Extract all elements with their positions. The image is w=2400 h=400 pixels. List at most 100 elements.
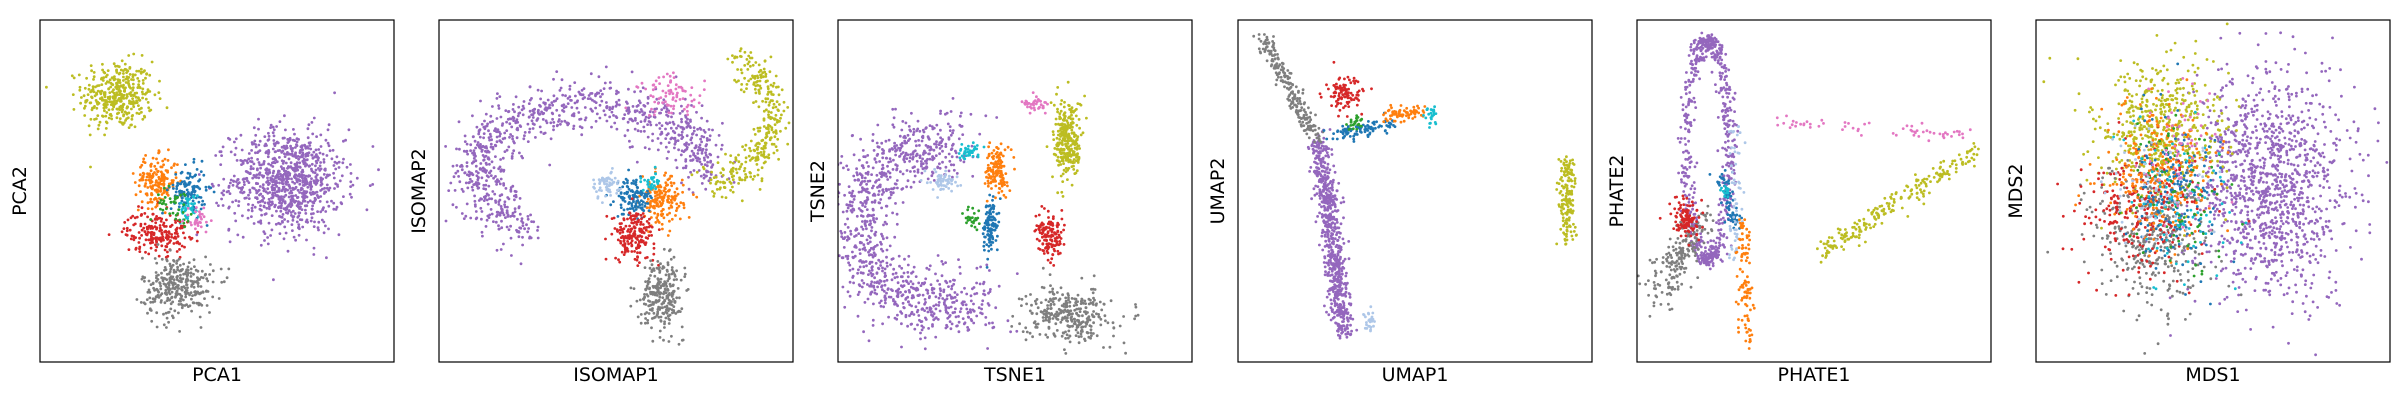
- scatter-point: [489, 145, 493, 149]
- scatter-point: [671, 284, 675, 288]
- scatter-point: [888, 171, 892, 175]
- scatter-point: [486, 157, 490, 161]
- x-axis-label: ISOMAP1: [573, 364, 659, 386]
- scatter-point: [142, 70, 145, 74]
- scatter-point: [281, 162, 285, 165]
- scatter-point: [313, 220, 316, 224]
- scatter-point: [269, 163, 273, 167]
- point-cluster-1: [444, 65, 736, 266]
- scatter-point: [315, 135, 318, 139]
- scatter-point: [663, 174, 666, 177]
- scatter-point: [140, 206, 144, 210]
- scatter-point: [304, 174, 308, 178]
- scatter-point: [950, 147, 954, 151]
- scatter-point: [172, 278, 176, 282]
- scatter-point: [903, 160, 907, 164]
- scatter-point: [172, 179, 175, 182]
- scatter-point: [893, 316, 897, 320]
- scatter-point: [102, 106, 106, 110]
- scatter-point: [166, 254, 170, 258]
- scatter-point: [880, 141, 884, 145]
- scatter-point: [115, 69, 118, 73]
- scatter-point: [298, 207, 302, 210]
- scatter-point: [280, 167, 284, 171]
- scatter-point: [136, 208, 140, 212]
- scatter-point: [182, 192, 186, 196]
- scatter-point: [137, 83, 141, 86]
- scatter-point: [115, 99, 119, 103]
- scatter-point: [281, 199, 285, 203]
- scatter-point: [122, 72, 125, 75]
- scatter-point: [642, 215, 646, 219]
- scatter-point: [120, 59, 124, 63]
- scatter-point: [326, 128, 330, 132]
- scatter-point: [766, 85, 770, 89]
- scatter-point: [962, 160, 966, 164]
- scatter-point: [326, 141, 330, 145]
- scatter-point: [145, 232, 149, 236]
- scatter-point: [487, 150, 491, 154]
- scatter-point: [466, 152, 469, 156]
- scatter-point: [163, 157, 167, 161]
- scatter-point: [635, 258, 639, 262]
- scatter-point: [822, 250, 825, 253]
- scatter-point: [255, 196, 259, 200]
- scatter-point: [648, 110, 652, 114]
- scatter-point: [621, 198, 625, 202]
- scatter-point: [739, 54, 742, 58]
- scatter-point: [495, 248, 499, 252]
- scatter-point: [658, 121, 661, 125]
- scatter-point: [747, 60, 751, 64]
- scatter-point: [613, 121, 617, 125]
- scatter-point: [326, 174, 329, 178]
- scatter-point: [632, 182, 636, 185]
- scatter-point: [133, 222, 137, 226]
- scatter-point: [322, 231, 326, 235]
- scatter-point: [743, 148, 747, 152]
- scatter-point: [165, 299, 169, 302]
- scatter-point: [583, 106, 587, 109]
- scatter-point: [502, 183, 506, 187]
- scatter-point: [666, 234, 670, 237]
- scatter-point: [604, 65, 608, 69]
- scatter-point: [895, 294, 899, 298]
- scatter-point: [185, 197, 189, 201]
- scatter-point: [602, 87, 606, 90]
- scatter-point: [887, 188, 891, 191]
- scatter-point: [136, 77, 140, 80]
- scatter-point: [633, 220, 637, 224]
- scatter-point: [980, 312, 984, 316]
- scatter-point: [775, 85, 778, 89]
- scatter-point: [281, 175, 285, 179]
- scatter-point: [559, 122, 562, 126]
- scatter-point: [934, 154, 938, 158]
- scatter-point: [266, 155, 270, 159]
- scatter-point: [672, 104, 676, 108]
- scatter-point: [658, 266, 661, 269]
- scatter-point: [637, 245, 641, 249]
- scatter-point: [647, 225, 651, 229]
- scatter-point: [108, 91, 112, 94]
- scatter-point: [690, 104, 693, 107]
- scatter-point: [642, 125, 646, 129]
- scatter-point: [266, 138, 270, 142]
- scatter-point: [485, 218, 489, 222]
- scatter-point: [885, 255, 888, 259]
- scatter-point: [897, 146, 900, 150]
- scatter-point: [204, 230, 208, 234]
- scatter-point: [510, 125, 514, 129]
- scatter-point: [169, 239, 172, 243]
- scatter-point: [528, 85, 532, 89]
- scatter-point: [634, 117, 637, 120]
- scatter-point: [711, 128, 714, 132]
- scatter-point: [488, 132, 492, 136]
- scatter-point: [665, 133, 669, 137]
- scatter-point: [924, 318, 928, 321]
- scatter-point: [153, 183, 157, 187]
- scatter-point: [291, 180, 294, 184]
- scatter-point: [137, 205, 140, 208]
- scatter-point: [261, 186, 265, 190]
- scatter-point: [182, 221, 186, 225]
- scatter-point: [659, 286, 662, 290]
- point-cluster-3: [624, 71, 706, 117]
